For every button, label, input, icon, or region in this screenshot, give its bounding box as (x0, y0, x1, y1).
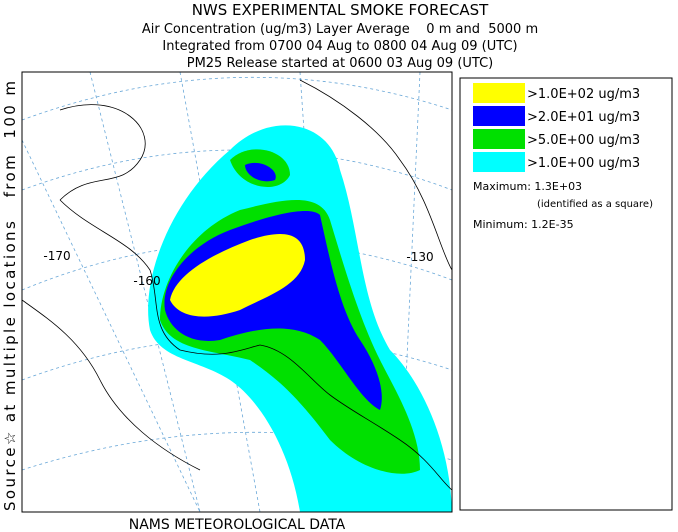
coastline (22, 79, 452, 491)
minimum: Minimum: 1.2E-35 (473, 218, 574, 231)
longitude-label: -130 (406, 250, 433, 264)
legend-frame (459, 77, 673, 511)
subtitle: Air Concentration (ug/m3) Layer Average … (142, 22, 538, 37)
map (22, 72, 452, 512)
contour-4 (170, 234, 305, 317)
legend-swatch (473, 152, 525, 172)
legend-swatch (473, 83, 525, 103)
legend-swatch (473, 106, 525, 126)
legend-swatch (473, 129, 525, 149)
side-label: Source☆ at multiple locations from 100 m (1, 81, 19, 511)
legend: >1.0E+02 ug/m3 >2.0E+01 ug/m3 >5.0E+00 ug/… (473, 83, 640, 172)
maximum: Maximum: 1.3E+03 (473, 180, 582, 193)
footer: NAMS METEOROLOGICAL DATA (129, 517, 346, 532)
map-frame (21, 71, 453, 513)
legend-label: >5.0E+00 ug/m3 (527, 133, 640, 148)
contour-3 (245, 162, 276, 182)
legend-label: >1.0E+02 ug/m3 (527, 87, 640, 102)
subtitle: PM25 Release started at 0600 03 Aug 09 (… (187, 56, 494, 71)
title: NWS EXPERIMENTAL SMOKE FORECAST (192, 1, 489, 19)
longitude-label: -170 (43, 249, 70, 263)
maximum-note: (identified as a square) (537, 199, 653, 210)
subtitle: Integrated from 0700 04 Aug to 0800 04 A… (162, 39, 517, 54)
legend-label: >2.0E+01 ug/m3 (527, 110, 640, 125)
longitude-label: -160 (133, 274, 160, 288)
legend-label: >1.0E+00 ug/m3 (527, 156, 640, 171)
